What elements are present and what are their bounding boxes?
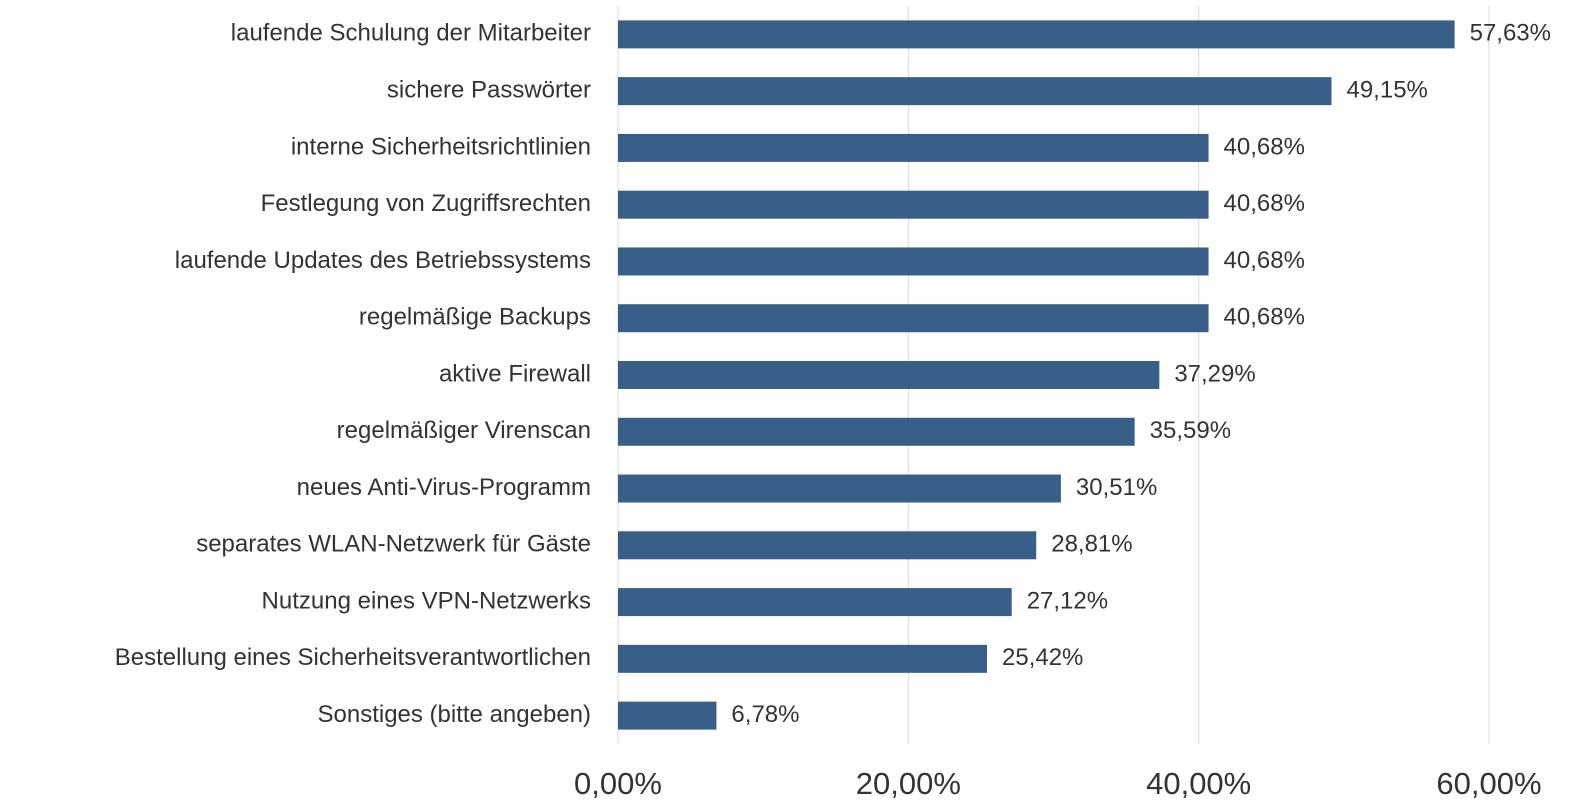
category-label: regelmäßige Backups: [359, 304, 591, 331]
x-tick-label: 20,00%: [856, 766, 961, 801]
bar: [618, 20, 1455, 49]
bar: [618, 588, 1012, 617]
value-label: 40,68%: [1224, 247, 1305, 274]
bar: [618, 531, 1037, 560]
value-label: 6,78%: [731, 701, 799, 728]
bar: [618, 304, 1209, 333]
bar: [618, 361, 1160, 389]
bar: [618, 190, 1209, 219]
value-label: 57,63%: [1470, 20, 1551, 47]
category-label: Sonstiges (bitte angeben): [317, 701, 591, 728]
x-tick-label: 60,00%: [1436, 766, 1541, 801]
category-label: laufende Updates des Betriebssystems: [175, 247, 591, 274]
category-label: Nutzung eines VPN-Netzwerks: [262, 587, 591, 614]
category-label: laufende Schulung der Mitarbeiter: [231, 20, 591, 47]
bar: [618, 133, 1209, 162]
category-label: aktive Firewall: [439, 360, 591, 387]
category-label: sichere Passwörter: [387, 76, 591, 103]
value-label: 40,68%: [1224, 133, 1305, 160]
value-label: 49,15%: [1346, 76, 1427, 103]
category-label: regelmäßiger Virenscan: [337, 417, 591, 444]
bar: [618, 701, 717, 730]
bar: [618, 644, 988, 673]
value-label: 40,68%: [1224, 190, 1305, 217]
value-label: 30,51%: [1076, 474, 1157, 501]
value-label: 35,59%: [1150, 417, 1231, 444]
bar: [618, 247, 1209, 276]
value-label: 37,29%: [1174, 360, 1255, 387]
category-label: interne Sicherheitsrichtlinien: [291, 133, 591, 160]
value-label: 25,42%: [1002, 644, 1083, 671]
x-tick-label: 40,00%: [1146, 766, 1251, 801]
category-label: Festlegung von Zugriffsrechten: [261, 190, 591, 217]
bar: [618, 417, 1135, 446]
bar: [618, 77, 1332, 106]
value-label: 27,12%: [1027, 587, 1108, 614]
x-tick-label: 0,00%: [574, 766, 662, 801]
value-label: 28,81%: [1051, 531, 1132, 558]
category-label: Bestellung eines Sicherheitsverantwortli…: [115, 644, 591, 671]
bar: [618, 474, 1061, 503]
value-label: 40,68%: [1224, 304, 1305, 331]
category-label: separates WLAN-Netzwerk für Gäste: [196, 531, 591, 558]
category-label: neues Anti-Virus-Programm: [297, 474, 591, 501]
